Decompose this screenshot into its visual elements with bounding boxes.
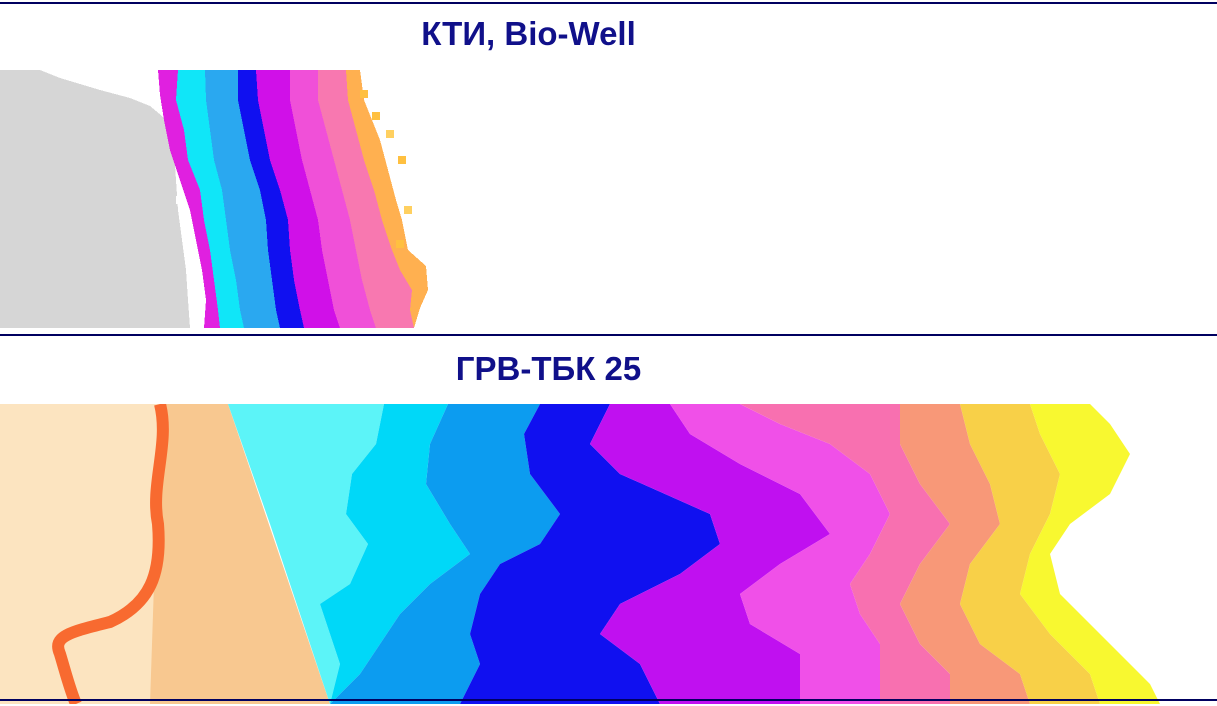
panel-grv-tbk-25: ГРВ-ТБК 25 [0, 334, 1217, 706]
band-magenta-edge [158, 70, 220, 328]
top-divider [0, 2, 1217, 4]
base-region-shade [150, 404, 330, 704]
panel-title-kti: КТИ, Bio-Well [421, 15, 636, 52]
smooth-gradient-map [0, 404, 1160, 704]
band-rose [318, 70, 414, 328]
band-sky [205, 70, 280, 328]
band-sky [330, 404, 560, 704]
band-blue [460, 404, 720, 704]
band-cyan [176, 70, 244, 328]
panel-title-grv: ГРВ-ТБК 25 [455, 350, 642, 387]
pixelated-gradient-map [0, 70, 428, 328]
middle-divider [0, 334, 1217, 336]
base-region [0, 404, 176, 704]
band-pink [670, 404, 890, 704]
band-pink [290, 70, 376, 328]
base-region [0, 70, 190, 328]
panel-kti-bio-well: КТИ, Bio-Well [0, 0, 1217, 334]
bottom-divider [0, 699, 1217, 701]
band-orange [346, 70, 428, 328]
band-yellow [1020, 404, 1160, 704]
band-blue [238, 70, 304, 328]
band-rose [740, 404, 950, 704]
band-cyan [320, 404, 470, 704]
band-violet [256, 70, 340, 328]
band-salmon [900, 404, 1030, 704]
contour-line [52, 404, 169, 704]
band-light-cyan [228, 404, 384, 704]
